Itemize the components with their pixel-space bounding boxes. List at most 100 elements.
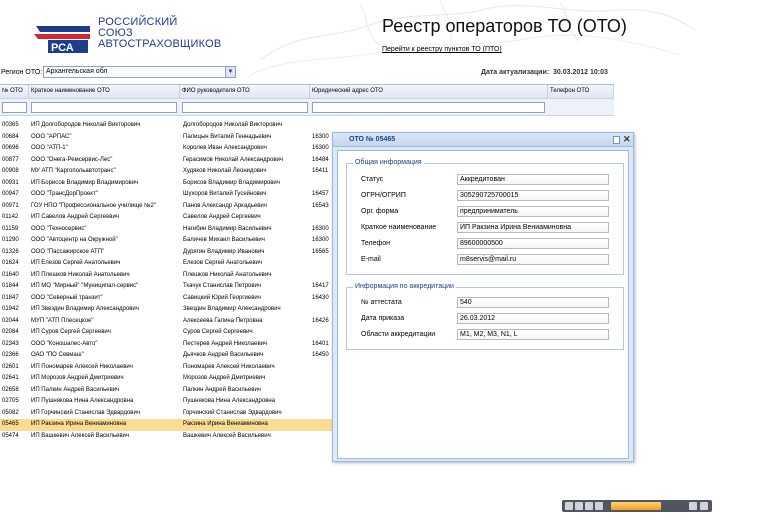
- cell-no: 01624: [2, 260, 19, 266]
- table-row[interactable]: 01844 ИП МО "Мирный" "Муниципал-сервис" Тк…: [0, 281, 614, 293]
- filter-name-input[interactable]: [31, 102, 177, 113]
- cell-name: ИП Елезов Сергей Анатольевич: [31, 260, 121, 266]
- cell-address: 16426: [312, 317, 329, 324]
- cell-name: ООО "АРПАС": [31, 133, 72, 140]
- pto-registry-link[interactable]: Перейти к реестру пунктов ТО (ПТО): [382, 46, 502, 53]
- cell-name: ОАО "ПО Севмаш": [31, 352, 84, 358]
- table-row[interactable]: 02366 ОАО "ПО Севмаш" Дьячков Андрей Васил…: [0, 350, 614, 362]
- cell-name: ООО "Северный транзит": [31, 294, 103, 301]
- table-row[interactable]: 00931 ИП Борисов Владимир Владимирович Бор…: [0, 178, 614, 190]
- table-row[interactable]: 01290 ООО "Автоцентр на Окружной" Баличев …: [0, 235, 614, 247]
- field-value[interactable]: Аккредитован: [457, 174, 609, 185]
- next-page-icon[interactable]: [585, 502, 593, 510]
- cell-name: ИП Борисов Владимир Владимирович: [31, 179, 139, 186]
- cell-name: ООО "Коношалес-Авто": [31, 340, 98, 347]
- cell-no: 05474: [2, 432, 19, 439]
- table-row[interactable]: 00877 ООО "Онега-Ремсервис-Лес" Герасимов …: [0, 155, 614, 167]
- table-row[interactable]: 00684 ООО "АРПАС" Палицын Виталий Геннадье…: [0, 132, 614, 144]
- rsa-logo-mark: РСА: [51, 42, 74, 54]
- field-label: Дата приказа: [361, 315, 405, 322]
- table-row[interactable]: 00365 ИП Долгобородов Николай Викторович Д…: [0, 120, 614, 132]
- field-label: ОГРН/ОГРИП: [361, 192, 406, 199]
- refresh-icon[interactable]: [689, 502, 697, 510]
- table-row[interactable]: 01847 ООО "Северный транзит" Савицкий Юрий…: [0, 293, 614, 305]
- column-header-name[interactable]: Краткое наименование ОТО: [29, 85, 180, 99]
- table-row[interactable]: 01159 ООО "Техносервис" Нагибин Владимир В…: [0, 224, 614, 236]
- cell-no: 02084: [2, 329, 19, 335]
- cell-no: 02641: [2, 375, 19, 381]
- cell-head: Худяков Николай Леонидович: [183, 168, 267, 174]
- filter-address-input[interactable]: [312, 102, 545, 113]
- last-page-icon[interactable]: [595, 502, 603, 510]
- field-value[interactable]: 26.03.2012: [457, 313, 609, 324]
- cell-name: ИП Морозов Андрей Дмитриевич: [31, 375, 124, 381]
- cell-address: [312, 120, 334, 132]
- cell-no: 02705: [2, 398, 19, 404]
- table-row[interactable]: 01326 ООО "Пассажирское АТП" Дурягин Влади…: [0, 247, 614, 259]
- general-info-legend: Общая информация: [353, 159, 424, 166]
- column-header-no[interactable]: № ОТО: [0, 85, 29, 99]
- column-header-head[interactable]: ФИО руководителя ОТО: [180, 85, 310, 99]
- cell-address: 16401: [312, 340, 329, 347]
- cell-head: Суров Сергей Сергеевич: [183, 329, 253, 335]
- actualization-label: Дата актуализации:: [481, 69, 550, 76]
- field-value[interactable]: 540: [457, 297, 609, 308]
- field-value[interactable]: 305290725700015: [457, 190, 609, 201]
- cell-address: [312, 385, 334, 397]
- close-icon[interactable]: ✕: [623, 134, 631, 144]
- field-value[interactable]: ИП Ракзина Ирина Вениаминовна: [457, 222, 609, 233]
- region-select[interactable]: Архангельская обл ▼: [43, 66, 236, 78]
- first-page-icon[interactable]: [565, 502, 573, 510]
- field-label: Орг. форма: [361, 208, 399, 215]
- table-row[interactable]: 05474 ИП Вашкевич Алексей Васильевич Вашке…: [0, 431, 614, 443]
- cell-no: 05082: [2, 409, 19, 416]
- cell-name: ООО "Техносервис": [31, 225, 87, 232]
- cell-no: 02366: [2, 352, 19, 358]
- cell-no: 02601: [2, 363, 19, 370]
- table-row[interactable]: 00696 ООО "АТП-1" Королев Иван Александров…: [0, 143, 614, 155]
- cell-head: Вашкевич Алексей Васильевич: [183, 432, 271, 439]
- table-row[interactable]: 01624 ИП Елезов Сергей Анатольевич Елезов …: [0, 258, 614, 270]
- cell-no: 01942: [2, 306, 19, 312]
- chevron-down-icon[interactable]: ▼: [225, 67, 235, 77]
- field-value[interactable]: M1, M2, M3, N1, L: [457, 329, 609, 340]
- document-icon[interactable]: [613, 136, 620, 144]
- column-header-address[interactable]: Юридический адрес ОТО: [310, 85, 548, 99]
- table-row[interactable]: 02705 ИП Пушнякова Нина Александровна Пушн…: [0, 396, 614, 408]
- column-header-phone[interactable]: Телефон ОТО: [548, 85, 614, 99]
- table-row[interactable]: 00908 МУ АТП "Каргопольавтотранс" Худяков …: [0, 166, 614, 178]
- table-row[interactable]: 01942 ИП Звездин Владимир Александрович Зв…: [0, 304, 614, 316]
- cell-head: Пономарев Алексей Николаевич: [183, 363, 275, 370]
- table-row[interactable]: 02601 ИП Пономарев Алексей Николаевич Поно…: [0, 362, 614, 374]
- table-row[interactable]: 02084 ИП Суров Сергей Сергеевич Суров Серг…: [0, 327, 614, 339]
- field-value[interactable]: 89600000500: [457, 238, 609, 249]
- table-row[interactable]: 00971 ГОУ НПО "Профессиональное училище №…: [0, 201, 614, 213]
- table-row[interactable]: 01142 ИП Савелов Андрей Сергеевич Савелов …: [0, 212, 614, 224]
- grid-header: № ОТО Краткое наименование ОТО ФИО руков…: [0, 85, 614, 99]
- field-value[interactable]: m8servis@mail.ru: [457, 254, 609, 265]
- prev-page-icon[interactable]: [575, 502, 583, 510]
- table-row[interactable]: 05465 ИП Ракзина Ирина Вениаминовна Ракзин…: [0, 419, 614, 431]
- table-row[interactable]: 01640 ИП Плешков Николай Анатольевич Плешк…: [0, 270, 614, 282]
- filter-no-input[interactable]: [2, 102, 27, 113]
- dialog-titlebar[interactable]: ОТО № 05465 ✕: [333, 133, 633, 147]
- cell-address: [312, 258, 334, 270]
- cell-head: Пестерев Андрей Николаевич: [183, 340, 268, 347]
- field-value[interactable]: предприниматель: [457, 206, 609, 217]
- cell-name: ИП Пономарев Алексей Николаевич: [31, 363, 133, 370]
- cell-no: 05465: [2, 421, 19, 427]
- table-row[interactable]: 02044 МУП "АТП Плесецкое" Алексеева Галина…: [0, 316, 614, 328]
- cell-name: ИП Вашкевич Алексей Васильевич: [31, 432, 130, 439]
- cell-address: [312, 419, 334, 431]
- cell-no: 00684: [2, 133, 19, 140]
- accreditation-fieldset: Информация по аккредитации № аттестата 54…: [346, 283, 624, 350]
- general-info-fieldset: Общая информация Статус Аккредитован ОГРН/…: [346, 159, 624, 275]
- table-row[interactable]: 05082 ИП Горчинский Станислав Эдвардович Г…: [0, 408, 614, 420]
- table-row[interactable]: 02343 ООО "Коношалес-Авто" Пестерев Андрей…: [0, 339, 614, 351]
- settings-icon[interactable]: [700, 502, 708, 510]
- filter-head-input[interactable]: [182, 102, 308, 113]
- table-row[interactable]: 02658 ИП Палкин Андрей Васильевич Палкин А…: [0, 385, 614, 397]
- cell-name: ООО "Онега-Ремсервис-Лес": [31, 156, 113, 163]
- table-row[interactable]: 00947 ООО "ТрансДорПроект" Шухоров Виталий…: [0, 189, 614, 201]
- table-row[interactable]: 02641 ИП Морозов Андрей Дмитриевич Морозов…: [0, 373, 614, 385]
